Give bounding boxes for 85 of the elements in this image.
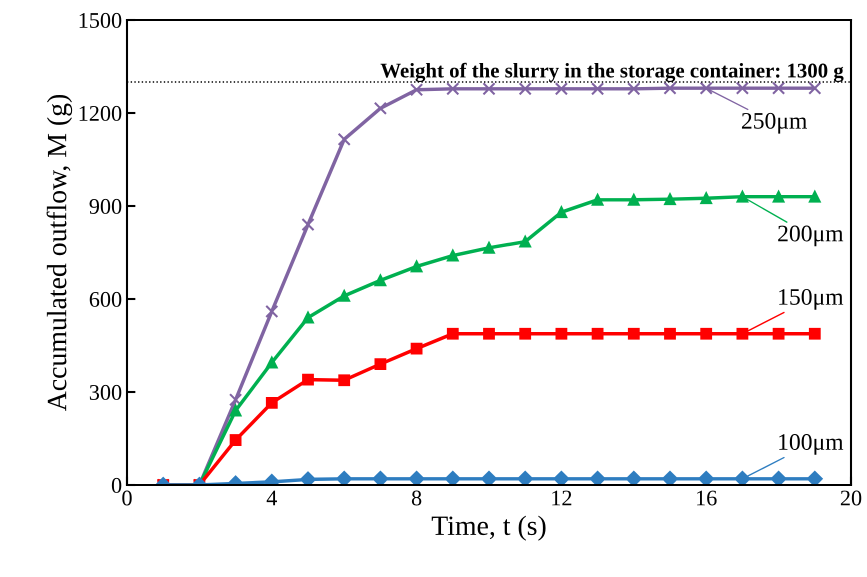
point <box>664 193 676 206</box>
point <box>626 470 642 485</box>
point <box>266 396 278 409</box>
point <box>628 328 640 340</box>
point <box>300 472 316 485</box>
series-label: 150μm <box>779 288 844 310</box>
point <box>301 218 315 232</box>
point <box>265 304 278 318</box>
y-tick-label: 1500 <box>80 12 122 28</box>
point <box>553 470 570 485</box>
legend-label: 250μm <box>742 112 807 134</box>
x-tick-label: 4 <box>266 490 278 506</box>
point <box>592 328 604 340</box>
point <box>808 328 821 340</box>
point <box>519 328 532 340</box>
x-tick-label: 20 <box>840 490 862 506</box>
point <box>590 470 606 485</box>
point <box>700 192 712 204</box>
point <box>519 236 532 248</box>
point <box>410 342 423 355</box>
x-tick-label: 0 <box>122 490 132 506</box>
point <box>483 242 495 254</box>
x-tick-label: 12 <box>552 490 572 506</box>
point <box>483 328 495 340</box>
point <box>736 190 748 203</box>
ref-line-label: Weight of the slurry in the storage container: 1300 g <box>380 62 844 82</box>
point <box>554 82 568 96</box>
y-tick-label: 300 <box>90 384 122 400</box>
point <box>700 328 712 340</box>
point <box>266 356 278 368</box>
point <box>734 470 750 485</box>
point <box>518 82 532 96</box>
y-tick-label: 900 <box>90 198 122 214</box>
point <box>302 374 314 386</box>
point <box>770 470 787 485</box>
point <box>481 470 497 485</box>
series-label: 100μm <box>779 434 844 455</box>
point <box>772 82 786 95</box>
point <box>338 374 350 386</box>
point <box>772 190 785 203</box>
point <box>517 470 534 485</box>
point <box>410 260 423 272</box>
point <box>338 290 350 302</box>
y-axis-title: Accumulated outflow, M (g) <box>46 94 72 412</box>
point <box>336 470 352 485</box>
point <box>700 82 713 95</box>
point <box>808 190 821 203</box>
point <box>482 82 496 96</box>
y-tick-label: 1200 <box>80 106 122 121</box>
point <box>663 82 677 95</box>
x-tick-label: 16 <box>697 490 717 506</box>
x-axis-title: Time, t (s) <box>432 516 546 541</box>
point <box>410 83 424 96</box>
point <box>302 312 314 324</box>
point <box>374 358 386 370</box>
point <box>229 393 242 406</box>
point <box>698 470 714 485</box>
point <box>772 328 785 340</box>
legend-label: 200μm <box>778 226 844 246</box>
point <box>627 82 640 96</box>
point <box>592 194 604 206</box>
point <box>664 328 676 340</box>
point <box>662 470 678 485</box>
point <box>374 274 386 286</box>
point <box>736 328 748 340</box>
point <box>591 82 604 96</box>
point <box>372 470 388 485</box>
point <box>446 82 460 96</box>
point <box>408 470 425 485</box>
point <box>736 82 749 95</box>
point <box>446 328 459 340</box>
point <box>808 82 822 95</box>
point <box>628 194 640 206</box>
point <box>555 328 568 340</box>
point <box>444 470 461 485</box>
point <box>446 250 459 262</box>
point <box>555 206 568 218</box>
y-tick-label: 0 <box>112 478 122 493</box>
point <box>230 404 242 417</box>
x-tick-label: 8 <box>412 490 422 506</box>
point <box>338 132 351 146</box>
point <box>806 470 823 485</box>
y-tick-label: 600 <box>90 292 122 307</box>
point <box>374 102 387 115</box>
point <box>230 434 242 446</box>
